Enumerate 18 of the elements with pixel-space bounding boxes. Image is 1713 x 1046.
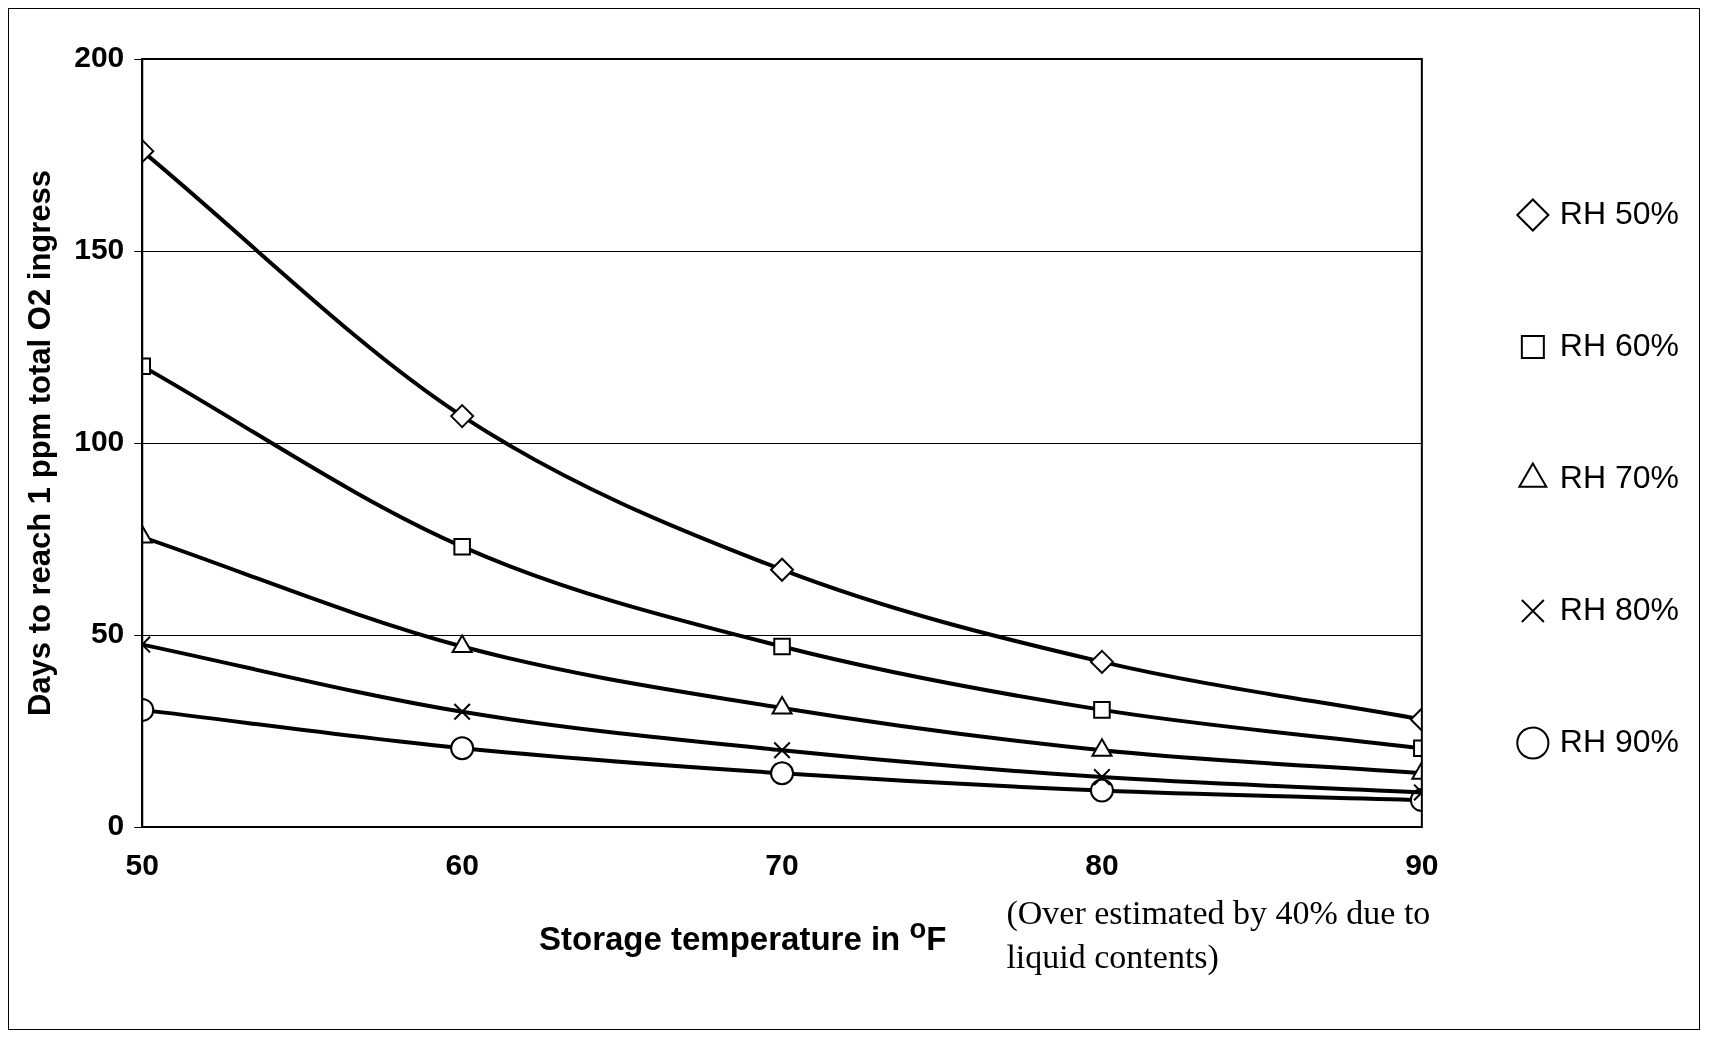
text: (Over estimated by 40% due to liquid contents): [1006, 893, 1432, 977]
legend-label: RH 70%: [1559, 458, 1679, 495]
y-tick-label: 100: [74, 424, 125, 458]
legend-label: RH 50%: [1559, 194, 1679, 231]
legend-label: RH 90%: [1559, 722, 1679, 759]
y-tick-label: 0: [107, 808, 125, 842]
x-tick-label: 90: [1405, 848, 1439, 882]
x-tick-label: 60: [445, 848, 479, 882]
x-tick-label: 80: [1085, 848, 1119, 882]
y-axis-title: Days to reach 1 ppm total O2 ingress: [22, 169, 58, 717]
x-tick-label: 50: [125, 848, 159, 882]
x-axis-title: Storage temperature in $^{o}$F: [539, 913, 947, 958]
legend-label: RH 60%: [1559, 326, 1679, 363]
y-tick-label: 150: [74, 232, 125, 266]
y-tick-label: 200: [74, 40, 125, 74]
y-tick-label: 50: [90, 616, 125, 650]
x-tick-label: 70: [765, 848, 799, 882]
legend-label: RH 80%: [1559, 590, 1679, 627]
